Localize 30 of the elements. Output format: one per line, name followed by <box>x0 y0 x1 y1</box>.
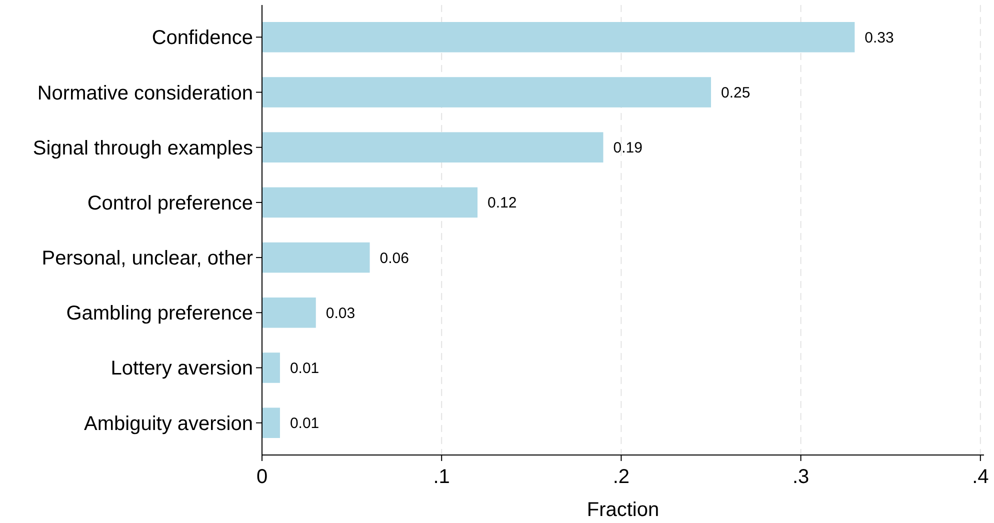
x-tick-label: .4 <box>972 466 989 488</box>
x-tick-label: .1 <box>433 466 450 488</box>
x-tick-label: 0 <box>256 466 268 488</box>
bar <box>262 132 604 163</box>
y-tick-label: Ambiguity aversion <box>84 412 253 435</box>
data-label: 0.01 <box>290 360 320 377</box>
y-tick-label: Signal through examples <box>32 137 253 160</box>
y-tick-label: Gambling preference <box>66 302 253 325</box>
data-label: 0.25 <box>721 84 750 102</box>
data-label: 0.03 <box>326 304 356 322</box>
data-label: 0.06 <box>380 250 409 267</box>
y-tick-label: Lottery aversion <box>110 358 253 380</box>
data-label: 0.12 <box>488 194 517 212</box>
data-label: 0.01 <box>290 415 320 432</box>
x-tick-label: .2 <box>612 466 630 488</box>
x-axis-title: Fraction <box>586 499 660 521</box>
bar <box>262 408 280 438</box>
data-label: 0.19 <box>613 140 642 157</box>
y-tick-label: Normative consideration <box>37 82 253 104</box>
bar <box>262 297 316 328</box>
bar <box>262 22 855 52</box>
data-label: 0.33 <box>864 29 894 46</box>
y-tick-label: Control preference <box>87 192 253 214</box>
bar <box>262 242 370 273</box>
x-tick-label: .3 <box>792 466 810 488</box>
y-tick-label: Confidence <box>152 27 253 50</box>
y-tick-label: Personal, unclear, other <box>42 248 254 270</box>
bar <box>262 352 280 383</box>
bar <box>262 187 478 218</box>
bar <box>262 77 712 108</box>
